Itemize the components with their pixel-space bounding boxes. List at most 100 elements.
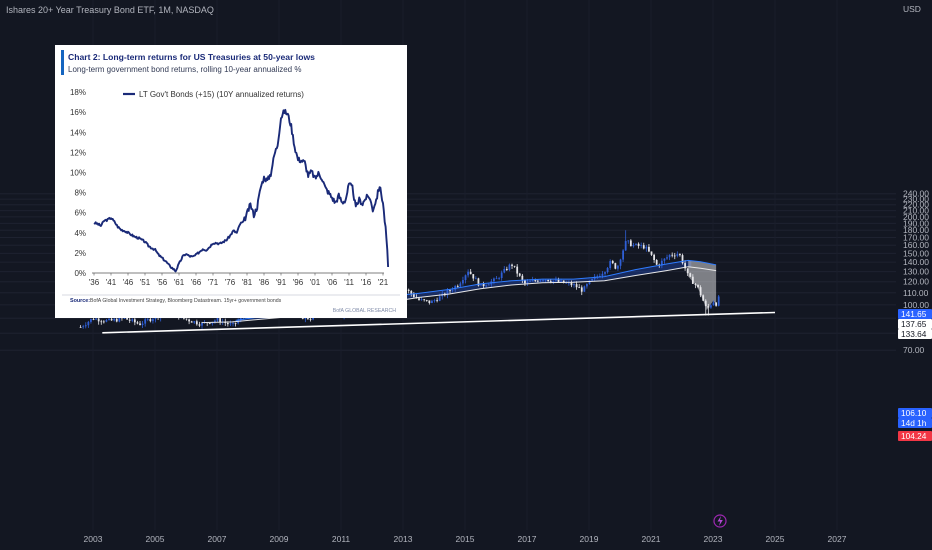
price-tick-label: 210.00 [903, 206, 929, 216]
lightning-icon[interactable] [713, 514, 727, 528]
price-tick-label: 190.00 [903, 218, 929, 228]
candle-body [309, 318, 312, 320]
inset-watermark: BofA GLOBAL RESEARCH [333, 308, 396, 314]
candle-body [617, 265, 619, 269]
candle-body [144, 319, 147, 324]
candle-body [715, 302, 717, 306]
candle-body [640, 245, 643, 246]
inset-x-tick-label: '76 [225, 278, 236, 287]
time-tick-label: 2015 [456, 534, 475, 544]
candle-body [539, 280, 542, 282]
price-badge-label: 137.65 [901, 319, 927, 329]
price-tick-label: 220.00 [903, 200, 929, 210]
symbol-header: Ishares 20+ Year Treasury Bond ETF, 1M, … [6, 5, 214, 15]
candle-body [604, 272, 606, 274]
candle-body [472, 274, 475, 279]
candle-body [508, 264, 511, 270]
candle-body [407, 289, 410, 291]
candle-body [622, 250, 624, 260]
candle-body [149, 319, 152, 322]
candle-body [82, 326, 85, 328]
candle-body [469, 271, 472, 275]
candle-body [118, 317, 121, 322]
candle-body [686, 268, 689, 274]
candle-body [560, 280, 562, 282]
candle-body [92, 319, 95, 320]
price-tick-label: 100.00 [903, 300, 929, 310]
candle-body [146, 319, 149, 320]
candle-body [505, 268, 508, 270]
candle-body [694, 283, 697, 285]
candle-body [624, 241, 627, 251]
inset-x-tick-label: '56 [157, 278, 168, 287]
candle-body [663, 258, 666, 261]
candle-body [90, 319, 92, 322]
inset-y-tick-label: 10% [70, 169, 86, 178]
candle-body [555, 279, 557, 281]
inset-y-tick-label: 6% [74, 209, 86, 218]
time-tick-label: 2007 [208, 534, 227, 544]
candle-body [195, 321, 198, 325]
inset-x-tick-label: '96 [293, 278, 304, 287]
candle-body [549, 281, 552, 283]
candle-body [480, 283, 482, 286]
inset-legend-label: LT Gov't Bonds (+15) (10Y annualized ret… [139, 90, 304, 99]
candle-body [503, 268, 506, 273]
candle-body [239, 317, 242, 321]
candle-body [629, 240, 632, 247]
candle-body [500, 272, 503, 279]
inset-series-line [93, 108, 390, 273]
inset-x-tick-label: '51 [140, 278, 151, 287]
candle-body [676, 254, 679, 256]
candle-body [573, 284, 575, 286]
candle-body [115, 318, 118, 322]
inset-x-axis: '36 '41 '46 '51 '56 '61 '66 '71 '76 '81 '86 '91 '96 '… [89, 273, 389, 287]
time-tick-label: 2003 [84, 534, 103, 544]
inset-y-tick-label: 8% [74, 189, 86, 198]
candle-body [198, 324, 201, 326]
candle-body [596, 276, 599, 278]
candle-body [562, 280, 565, 283]
candle-body [511, 264, 513, 266]
candle-body [123, 317, 126, 319]
candle-body [526, 281, 529, 284]
price-tick-label: 180.00 [903, 225, 929, 235]
candle-body [580, 287, 583, 292]
candle-body [136, 322, 139, 324]
candle-body [436, 300, 438, 302]
inset-x-tick-label: '81 [242, 278, 253, 287]
candle-body [433, 300, 436, 302]
price-badge: 133.64 [898, 329, 932, 339]
time-tick-label: 2019 [580, 534, 599, 544]
candle-body [487, 284, 490, 286]
candle-body [190, 321, 193, 323]
support-trendline-line[interactable] [102, 311, 776, 334]
candle-body [498, 278, 500, 279]
candle-body [611, 261, 614, 264]
candle-body [536, 280, 539, 282]
candle-body [518, 273, 521, 276]
price-badge: 106.10 [898, 408, 932, 418]
candle-body [565, 282, 568, 284]
price-tick-label: 120.00 [903, 277, 929, 287]
candle-body [84, 325, 87, 327]
inset-x-tick-label: '46 [123, 278, 134, 287]
candle-body [632, 244, 635, 247]
candle-body [451, 289, 454, 291]
candle-body [642, 245, 645, 249]
price-tick-label: 140.00 [903, 257, 929, 267]
inset-x-tick-label: '66 [191, 278, 202, 287]
inset-x-tick-label: '21 [378, 278, 389, 287]
inset-x-tick-label: '06 [327, 278, 338, 287]
candle-body [412, 293, 415, 298]
candle-body [653, 254, 655, 260]
candle-body [438, 296, 441, 301]
candle-body [586, 284, 588, 287]
candle-body [645, 246, 648, 249]
inset-x-tick-label: '16 [361, 278, 372, 287]
candle-body [420, 299, 423, 301]
price-tick-label: 160.00 [903, 240, 929, 250]
price-badge-label: 133.64 [901, 329, 927, 339]
price-badge-label: 104.24 [901, 431, 927, 441]
